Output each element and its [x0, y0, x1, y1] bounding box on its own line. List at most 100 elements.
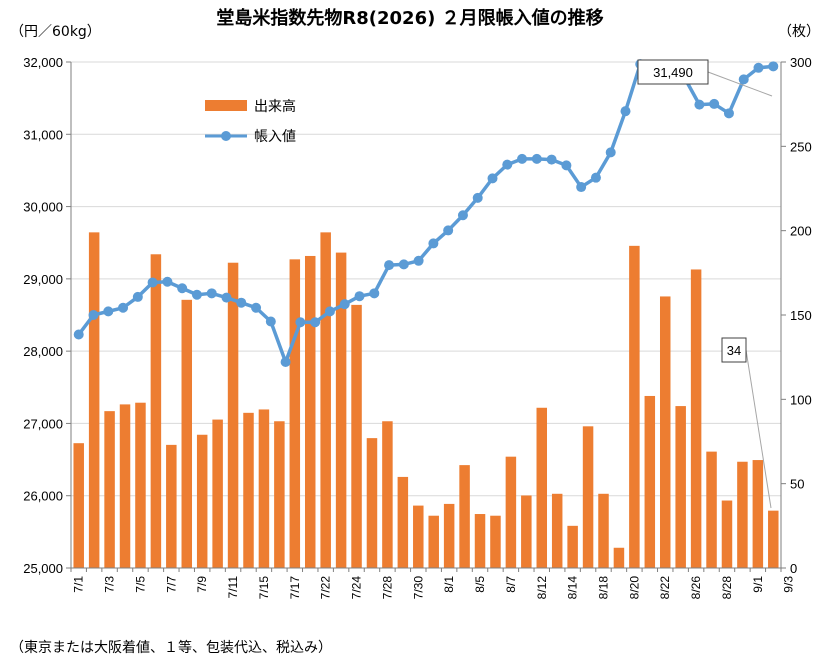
legend-label-settlement: 帳入値 [254, 129, 296, 145]
volume-bar [212, 419, 223, 568]
callout-last-price: 31,490 [637, 59, 773, 97]
volume-bar [258, 409, 270, 568]
settlement-point [295, 317, 306, 328]
x-tick-label: 8/26 [689, 576, 703, 600]
settlement-point [206, 288, 217, 299]
x-tick-label: 7/15 [257, 576, 271, 600]
settlement-point [472, 192, 483, 203]
volume-bar [737, 461, 748, 568]
settlement-point [251, 302, 262, 313]
x-tick-label: 7/5 [133, 576, 147, 593]
x-tick-label: 7/28 [380, 576, 394, 600]
settlement-point [694, 99, 705, 110]
settlement-point [221, 292, 232, 303]
volume-bar [752, 460, 764, 568]
left-axis-unit: （円／60kg） [10, 24, 101, 40]
x-tick-labels: 7/1 7/3 7/5 7/7 7/9 7/11 7/15 7/17 7/22 7/24 7/28 7… [72, 576, 796, 600]
legend: 出来高 帳入値 [205, 98, 296, 145]
legend-label-volume: 出来高 [254, 98, 296, 115]
volume-bar [567, 525, 578, 568]
gridlines [71, 61, 781, 497]
right-axis-unit: （枚） [778, 24, 820, 40]
settlement-point [502, 159, 513, 170]
volume-bar [768, 510, 779, 568]
volume-bar [521, 495, 532, 568]
right-axis-tick-label: 150 [790, 308, 812, 323]
volume-bar [474, 514, 486, 568]
settlement-point [546, 154, 557, 165]
x-tick-label: 7/9 [195, 576, 209, 593]
settlement-point [413, 255, 424, 266]
settlement-point [384, 260, 395, 271]
left-axis-tick-label: 30,000 [23, 200, 63, 215]
volume-bar [721, 500, 733, 568]
settlement-point [236, 297, 247, 308]
volume-bar [551, 493, 563, 568]
settlement-point [768, 61, 779, 72]
left-axis-tick-label: 29,000 [23, 272, 63, 287]
volume-bar [536, 407, 548, 568]
volume-bar [335, 252, 347, 569]
volume-bar [289, 259, 301, 568]
callout-last-volume: 34 [721, 337, 772, 509]
x-tick-label: 8/28 [720, 576, 734, 600]
footnote: （東京または大阪着値、１等、包装代込、税込み） [10, 639, 332, 656]
settlement-point [265, 316, 276, 327]
volume-bar [366, 438, 378, 568]
volume-bar [613, 547, 625, 568]
settlement-point [561, 160, 572, 171]
settlement-point [443, 225, 454, 236]
settlement-point [457, 210, 468, 221]
volume-bar [382, 421, 393, 568]
x-tick-label: 7/1 [72, 576, 86, 593]
volume-bar [135, 402, 146, 568]
settlement-point [324, 306, 335, 317]
settlement-point [738, 74, 749, 85]
x-tick-label: 7/17 [288, 576, 302, 600]
settlement-point [517, 153, 528, 164]
callout-last-price-label: 31,490 [653, 65, 693, 80]
volume-bar [428, 515, 439, 568]
volume-bar [629, 245, 640, 568]
x-tick-label: 8/5 [473, 576, 487, 593]
x-tick-label: 8/1 [442, 576, 456, 593]
left-axis-tick-label: 25,000 [23, 561, 63, 576]
settlement-point [118, 302, 129, 313]
volume-bar [397, 476, 409, 568]
settlement-point [177, 283, 188, 294]
right-axis-tick-label: 100 [790, 392, 812, 407]
settlement-point [723, 108, 734, 119]
settlement-point [428, 238, 439, 249]
volume-bar [166, 444, 177, 568]
volume-bar [119, 404, 131, 568]
settlement-point [576, 182, 587, 193]
volume-bar [443, 503, 455, 568]
chart-title: 堂島米指数先物R8(2026) ２月限帳入値の推移 [216, 7, 603, 29]
left-axis-tick-label: 28,000 [23, 344, 63, 359]
left-axis-tick-label: 27,000 [23, 416, 63, 431]
x-tick-label: 8/12 [535, 576, 549, 600]
x-tick-label: 7/30 [411, 576, 425, 600]
settlement-point [398, 259, 409, 270]
volume-bar [227, 262, 239, 568]
axes [66, 61, 786, 572]
x-tick-label: 7/24 [350, 576, 364, 600]
volume-bar [243, 412, 254, 568]
x-tick-label: 8/22 [658, 576, 672, 600]
x-tick-label: 7/7 [164, 576, 178, 593]
x-tick-label: 7/11 [226, 576, 240, 599]
settlement-point [280, 356, 291, 367]
volume-bar [582, 426, 594, 568]
volume-bar [659, 296, 671, 568]
settlement-point [147, 277, 158, 288]
settlement-point [354, 291, 365, 302]
settlement-point [191, 289, 202, 300]
volume-bar [150, 254, 162, 568]
left-axis-tick-label: 32,000 [23, 55, 63, 70]
volume-bar [104, 411, 115, 568]
volume-bar [181, 299, 193, 568]
x-tick-label: 8/18 [597, 576, 611, 600]
left-axis-tick-label: 31,000 [23, 127, 63, 142]
volume-bars [73, 232, 779, 569]
